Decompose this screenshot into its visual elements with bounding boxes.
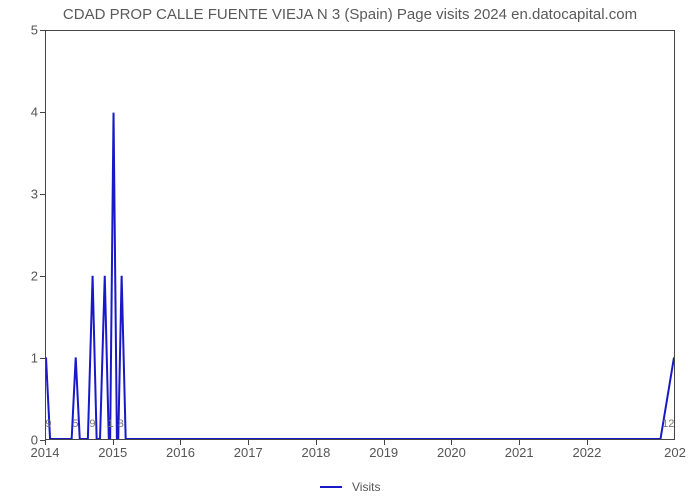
x-minor-label: 1 bbox=[108, 418, 114, 430]
x-minor-label: 5 bbox=[72, 418, 78, 430]
x-tick-label: 2017 bbox=[234, 445, 263, 460]
x-tick-label: 2022 bbox=[572, 445, 601, 460]
x-tick-label: 2021 bbox=[505, 445, 534, 460]
x-tick-label: 2020 bbox=[437, 445, 466, 460]
x-tick-label: 2019 bbox=[369, 445, 398, 460]
y-tick-mark bbox=[40, 276, 45, 277]
y-tick-label: 3 bbox=[8, 187, 38, 202]
chart-title: CDAD PROP CALLE FUENTE VIEJA N 3 (Spain)… bbox=[0, 6, 700, 23]
x-tick-mark bbox=[113, 440, 114, 445]
y-tick-label: 2 bbox=[8, 269, 38, 284]
x-tick-label: 202 bbox=[664, 445, 686, 460]
x-tick-mark bbox=[451, 440, 452, 445]
x-tick-mark bbox=[519, 440, 520, 445]
x-tick-mark bbox=[316, 440, 317, 445]
y-tick-label: 5 bbox=[8, 23, 38, 38]
plot-area bbox=[45, 30, 675, 440]
x-tick-mark bbox=[45, 440, 46, 445]
x-tick-mark bbox=[384, 440, 385, 445]
line-series bbox=[46, 31, 674, 439]
x-tick-mark bbox=[587, 440, 588, 445]
y-tick-mark bbox=[40, 30, 45, 31]
y-tick-label: 1 bbox=[8, 351, 38, 366]
x-tick-label: 2015 bbox=[98, 445, 127, 460]
x-minor-label: 3 bbox=[118, 418, 124, 430]
x-tick-label: 2018 bbox=[301, 445, 330, 460]
y-tick-mark bbox=[40, 194, 45, 195]
legend-label: Visits bbox=[352, 480, 380, 494]
x-tick-label: 2016 bbox=[166, 445, 195, 460]
y-tick-mark bbox=[40, 358, 45, 359]
y-tick-mark bbox=[40, 112, 45, 113]
y-tick-label: 4 bbox=[8, 105, 38, 120]
x-tick-label: 2014 bbox=[31, 445, 60, 460]
legend: Visits bbox=[0, 478, 700, 496]
x-minor-label: 9 bbox=[45, 418, 51, 430]
x-tick-mark bbox=[180, 440, 181, 445]
legend-swatch bbox=[320, 486, 342, 488]
x-minor-label: 12 bbox=[662, 418, 674, 430]
x-tick-mark bbox=[248, 440, 249, 445]
chart-container: CDAD PROP CALLE FUENTE VIEJA N 3 (Spain)… bbox=[0, 0, 700, 500]
x-minor-label: 9 bbox=[89, 418, 95, 430]
